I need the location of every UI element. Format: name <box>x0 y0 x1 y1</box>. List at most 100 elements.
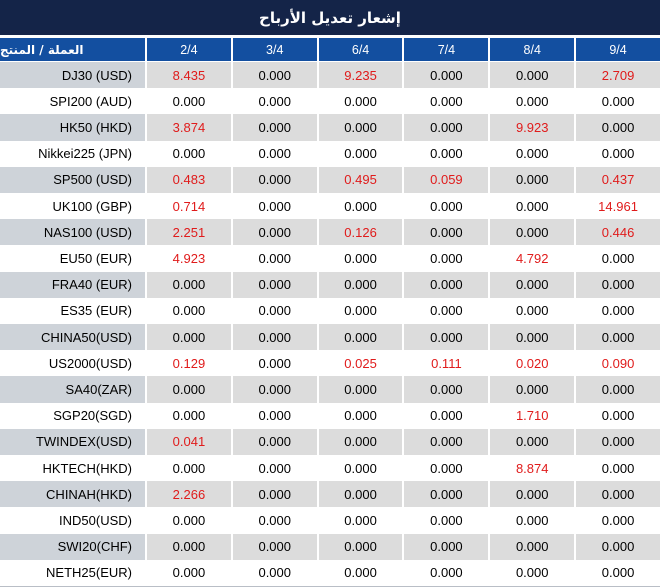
adjustment-value-cell: 0.000 <box>404 559 491 587</box>
instrument-label: SA40(ZAR) <box>0 376 147 403</box>
instrument-label: SP500 (USD) <box>0 166 147 194</box>
adjustment-value-cell: 3.874 <box>147 114 233 141</box>
adjustment-value-cell: 0.000 <box>576 140 660 167</box>
table-row: SWI20(CHF) 0.000 0.000 0.000 0.000 0.000 0.000 <box>0 533 660 560</box>
instrument-label: DJ30 (USD) <box>0 62 147 89</box>
adjustment-value-cell: 4.923 <box>147 245 233 272</box>
adjustment-value-cell: 0.000 <box>404 114 491 141</box>
divider <box>0 35 660 38</box>
table-row: SA40(ZAR) 0.000 0.000 0.000 0.000 0.000 0.000 <box>0 376 660 403</box>
table-body: DJ30 (USD) 8.435 0.000 9.235 0.000 0.000 2.709… <box>0 62 660 587</box>
adjustment-value-cell: 0.000 <box>404 219 491 246</box>
adjustment-value-cell: 0.000 <box>576 559 660 587</box>
instrument-label: NETH25(EUR) <box>0 559 147 587</box>
adjustment-value-cell: 0.000 <box>318 481 405 508</box>
adjustment-value-cell: 0.000 <box>576 455 660 482</box>
adjustment-value-cell: 0.000 <box>404 376 491 403</box>
adjustment-value-cell: 0.483 <box>147 166 233 194</box>
adjustment-value-cell: 0.000 <box>576 271 660 298</box>
instrument-label: SPI200 (AUD) <box>0 88 147 115</box>
adjustment-value-cell: 0.000 <box>232 166 319 194</box>
adjustment-value-cell: 0.000 <box>318 428 405 456</box>
instrument-label: ES35 (EUR) <box>0 297 147 325</box>
table-row: UK100 (GBP) 0.714 0.000 0.000 0.000 0.000 14.9… <box>0 193 660 220</box>
adjustment-value-cell: 0.000 <box>318 88 405 115</box>
adjustment-value-cell: 0.000 <box>404 297 491 325</box>
table-row: IND50(USD) 0.000 0.000 0.000 0.000 0.000 0.000 <box>0 507 660 534</box>
instrument-label: EU50 (EUR) <box>0 245 147 272</box>
adjustment-value-cell: 1.710 <box>490 402 577 429</box>
adjustment-value-cell: 0.000 <box>490 428 577 456</box>
adjustment-value-cell: 0.000 <box>147 376 233 403</box>
adjustment-value-cell: 0.000 <box>576 507 660 534</box>
adjustment-value-cell: 0.714 <box>147 193 233 220</box>
adjustment-value-cell: 0.000 <box>404 324 491 351</box>
adjustment-value-cell: 0.000 <box>147 402 233 429</box>
adjustment-value-cell: 0.000 <box>490 140 577 167</box>
adjustment-value-cell: 2.251 <box>147 219 233 246</box>
adjustment-value-cell: 0.000 <box>490 193 577 220</box>
table-row: SPI200 (AUD) 0.000 0.000 0.000 0.000 0.000 0.0… <box>0 88 660 115</box>
adjustment-value-cell: 0.000 <box>147 88 233 115</box>
adjustment-value-cell: 0.000 <box>404 428 491 456</box>
adjustment-value-cell: 0.495 <box>318 166 405 194</box>
adjustment-value-cell: 8.435 <box>147 62 233 89</box>
adjustment-value-cell: 0.000 <box>147 271 233 298</box>
adjustment-value-cell: 0.000 <box>318 193 405 220</box>
instrument-label: TWINDEX(USD) <box>0 428 147 456</box>
column-header-date: 7/4 <box>404 38 491 61</box>
instrument-label: CHINA50(USD) <box>0 324 147 351</box>
adjustment-value-cell: 0.000 <box>232 114 319 141</box>
adjustment-value-cell: 0.020 <box>490 350 577 377</box>
adjustment-value-cell: 0.000 <box>404 533 491 560</box>
adjustment-value-cell: 0.000 <box>576 402 660 429</box>
table-row: HK50 (HKD) 3.874 0.000 0.000 0.000 9.923 0.000 <box>0 114 660 141</box>
table-row: DJ30 (USD) 8.435 0.000 9.235 0.000 0.000 2.709 <box>0 62 660 89</box>
adjustment-value-cell: 0.000 <box>232 350 319 377</box>
column-header-product: العملة / المنتج <box>0 38 147 61</box>
instrument-label: UK100 (GBP) <box>0 193 147 220</box>
adjustment-value-cell: 0.000 <box>147 533 233 560</box>
adjustment-value-cell: 0.000 <box>232 140 319 167</box>
adjustment-value-cell: 2.709 <box>576 62 660 89</box>
adjustment-value-cell: 0.000 <box>490 376 577 403</box>
adjustment-value-cell: 0.000 <box>490 559 577 587</box>
table-row: HKTECH(HKD) 0.000 0.000 0.000 0.000 8.874 0.00… <box>0 455 660 482</box>
table-row: EU50 (EUR) 4.923 0.000 0.000 0.000 4.792 0.000 <box>0 245 660 272</box>
column-header-date: 6/4 <box>319 38 405 61</box>
adjustment-value-cell: 0.025 <box>318 350 405 377</box>
table-row: US2000(USD) 0.129 0.000 0.025 0.111 0.020 0.09… <box>0 350 660 377</box>
adjustment-value-cell: 0.000 <box>232 376 319 403</box>
page-title: إشعار تعديل الأرباح <box>259 8 401 27</box>
adjustment-value-cell: 0.000 <box>490 481 577 508</box>
adjustment-value-cell: 0.000 <box>232 533 319 560</box>
instrument-label: HK50 (HKD) <box>0 114 147 141</box>
adjustment-value-cell: 0.000 <box>490 62 577 89</box>
adjustment-value-cell: 0.000 <box>232 507 319 534</box>
adjustment-value-cell: 0.000 <box>147 455 233 482</box>
adjustment-value-cell: 0.000 <box>318 324 405 351</box>
adjustment-value-cell: 0.059 <box>404 166 491 194</box>
adjustment-value-cell: 0.000 <box>490 297 577 325</box>
column-header-date: 8/4 <box>490 38 577 61</box>
instrument-label: FRA40 (EUR) <box>0 271 147 298</box>
adjustment-value-cell: 0.000 <box>404 481 491 508</box>
table-row: TWINDEX(USD) 0.041 0.000 0.000 0.000 0.000 0.0… <box>0 428 660 456</box>
table-row: CHINA50(USD) 0.000 0.000 0.000 0.000 0.000 0.0… <box>0 324 660 351</box>
instrument-label: HKTECH(HKD) <box>0 455 147 482</box>
title-bar: إشعار تعديل الأرباح <box>0 0 660 35</box>
adjustment-value-cell: 0.126 <box>318 219 405 246</box>
adjustment-value-cell: 0.000 <box>404 402 491 429</box>
adjustment-value-cell: 0.090 <box>576 350 660 377</box>
adjustment-value-cell: 0.000 <box>576 245 660 272</box>
adjustment-value-cell: 0.000 <box>576 481 660 508</box>
adjustment-value-cell: 8.874 <box>490 455 577 482</box>
instrument-label: SWI20(CHF) <box>0 533 147 560</box>
adjustment-value-cell: 9.923 <box>490 114 577 141</box>
adjustment-value-cell: 0.000 <box>318 245 405 272</box>
adjustment-value-cell: 0.000 <box>147 324 233 351</box>
adjustment-value-cell: 0.000 <box>232 193 319 220</box>
adjustment-value-cell: 0.000 <box>147 559 233 587</box>
column-header-date: 9/4 <box>609 42 627 57</box>
adjustment-value-cell: 0.000 <box>404 140 491 167</box>
